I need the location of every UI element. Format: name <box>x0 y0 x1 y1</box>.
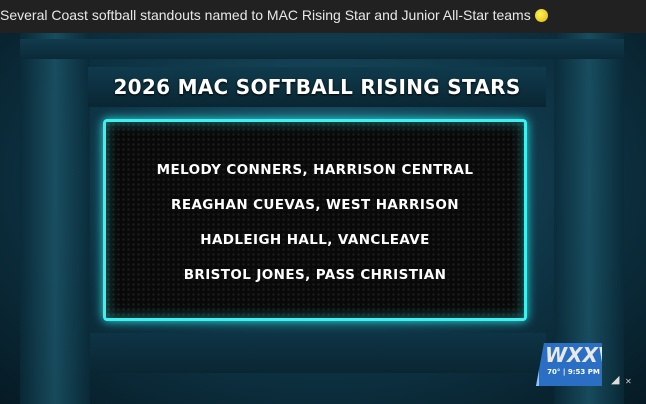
player-name: BRISTOL JONES, PASS CHRISTIAN <box>183 266 447 283</box>
decor-frame-left <box>20 33 90 404</box>
mute-x-icon: ✕ <box>625 377 632 386</box>
player-name: REAGHAN CUEVAS, WEST HARRISON <box>171 196 459 213</box>
softball-icon <box>534 9 548 22</box>
station-logo: WXXV 70° | 9:53 PM <box>536 343 602 386</box>
decor-frame-top <box>20 39 624 59</box>
video-title-bar: Several Coast softball standouts named t… <box>0 0 646 33</box>
station-name: WXXV <box>545 343 614 367</box>
names-board: MELODY CONNERS, HARRISON CENTRAL REAGHAN… <box>103 119 527 321</box>
speaker-muted-icon[interactable]: ◢ <box>611 373 620 386</box>
player-name: HADLEIGH HALL, VANCLEAVE <box>200 231 430 248</box>
decor-frame-right <box>554 33 624 404</box>
time: 9:53 PM <box>567 368 600 376</box>
video-player[interactable]: 2026 MAC SOFTBALL RISING STARS MELODY CO… <box>0 33 646 404</box>
player-name: MELODY CONNERS, HARRISON CENTRAL <box>156 161 474 178</box>
temperature: 70° <box>547 368 561 376</box>
video-title: Several Coast softball standouts named t… <box>0 7 531 23</box>
graphic-title: 2026 MAC SOFTBALL RISING STARS <box>88 67 546 107</box>
decor-frame-bottom <box>90 333 546 373</box>
